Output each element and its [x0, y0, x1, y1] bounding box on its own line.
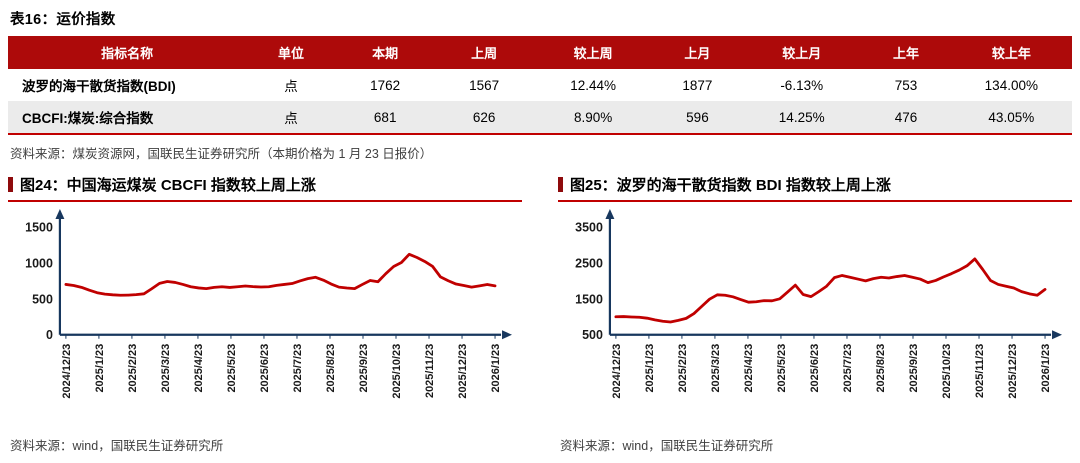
chart-title-row: 图24：中国海运煤炭 CBCFI 指数较上周上涨	[8, 174, 522, 202]
header-last-month: 上月	[652, 36, 743, 69]
table-source-note: 资料来源：煤炭资源网，国联民生证券研究所（本期价格为 1 月 23 日报价）	[10, 147, 433, 161]
bdi-line-chart: 500 1500 2500 3500 2024/12/23 2025/1/23 2025/2…	[575, 208, 1063, 399]
svg-text:1500: 1500	[575, 292, 603, 306]
svg-text:2025/2/23: 2025/2/23	[127, 344, 139, 393]
svg-text:2500: 2500	[575, 256, 603, 270]
svg-text:500: 500	[582, 328, 603, 342]
svg-text:2024/12/23: 2024/12/23	[61, 344, 73, 399]
svg-text:2025/4/23: 2025/4/23	[193, 344, 205, 393]
svg-text:2025/12/23: 2025/12/23	[1007, 344, 1019, 399]
svg-text:2025/6/23: 2025/6/23	[809, 344, 821, 393]
table-cell: 1877	[682, 77, 713, 93]
svg-text:2025/11/23: 2025/11/23	[424, 344, 436, 398]
table-cell: 12.44%	[570, 77, 617, 93]
header-last-week: 上周	[434, 36, 534, 69]
table-cell: -6.13%	[780, 77, 824, 93]
header-vs-last-week: 较上周	[533, 36, 653, 69]
freight-index-table: 指标名称 单位 本期 上周 较上周 上月 较上月 上年 较上年 波罗的海干散货指…	[8, 36, 1072, 135]
svg-text:2025/8/23: 2025/8/23	[325, 344, 337, 393]
svg-text:2025/11/23: 2025/11/23	[974, 344, 986, 398]
svg-text:2025/1/23: 2025/1/23	[644, 344, 656, 393]
svg-text:2026/1/23: 2026/1/23	[1040, 344, 1052, 393]
chart-source-bdi: 资料来源：wind，国联民生证券研究所	[560, 438, 774, 453]
svg-text:2025/2/23: 2025/2/23	[677, 344, 689, 393]
table-cell: 681	[373, 109, 397, 125]
title-accent-bar	[558, 177, 563, 192]
svg-text:2026/1/23: 2026/1/23	[490, 344, 502, 393]
table-cell: 476	[894, 109, 918, 125]
svg-text:2025/9/23: 2025/9/23	[908, 344, 920, 393]
table-title: 表16：运价指数	[10, 12, 116, 28]
header-unit: 单位	[246, 36, 336, 69]
svg-text:2025/3/23: 2025/3/23	[710, 344, 722, 393]
charts-row: 图24：中国海运煤炭 CBCFI 指数较上周上涨 0 500 1000 1500 202…	[8, 174, 1072, 454]
svg-text:2025/7/23: 2025/7/23	[292, 344, 304, 393]
svg-text:2025/3/23: 2025/3/23	[160, 344, 172, 393]
table-cell: 43.05%	[988, 109, 1035, 125]
chart-title-bdi: 图25：波罗的海干散货指数 BDI 指数较上周上涨	[570, 177, 891, 194]
table-cell: 14.25%	[778, 109, 825, 125]
header-vs-last-year: 较上年	[950, 36, 1072, 69]
table-cell: 波罗的海干散货指数(BDI)	[22, 79, 176, 94]
cbcfi-line-chart: 0 500 1000 1500 2024/12/23 2025/1/23 2025/2/23…	[25, 208, 513, 399]
svg-text:2025/5/23: 2025/5/23	[776, 344, 788, 393]
chart-source-cbcfi: 资料来源：wind，国联民生证券研究所	[10, 438, 224, 453]
title-accent-bar	[8, 177, 13, 192]
table-header-row: 指标名称 单位 本期 上周 较上周 上月 较上月 上年 较上年	[8, 36, 1072, 69]
svg-text:0: 0	[46, 328, 53, 342]
header-current: 本期	[335, 36, 435, 69]
header-last-year: 上年	[861, 36, 951, 69]
svg-text:2025/10/23: 2025/10/23	[391, 344, 403, 399]
table-row-cbcfi: CBCFI:煤炭:综合指数 点 681 626 8.90% 596 14.25%…	[8, 101, 1072, 134]
svg-text:2025/10/23: 2025/10/23	[941, 344, 953, 399]
svg-text:2025/4/23: 2025/4/23	[743, 344, 755, 393]
table-row-bdi: 波罗的海干散货指数(BDI) 点 1762 1567 12.44% 1877 -…	[8, 69, 1072, 101]
svg-text:2025/6/23: 2025/6/23	[259, 344, 271, 393]
chart-title-row: 图25：波罗的海干散货指数 BDI 指数较上周上涨	[558, 174, 1072, 202]
svg-text:3500: 3500	[575, 220, 603, 234]
svg-text:2025/9/23: 2025/9/23	[358, 344, 370, 393]
chart-section-bdi: 图25：波罗的海干散货指数 BDI 指数较上周上涨 500 1500 2500 350…	[558, 174, 1072, 454]
table-cell: 点	[284, 79, 298, 94]
svg-text:2025/8/23: 2025/8/23	[875, 344, 887, 393]
table-cell: CBCFI:煤炭:综合指数	[22, 111, 154, 126]
table-cell: 134.00%	[984, 77, 1038, 93]
svg-text:2025/7/23: 2025/7/23	[842, 344, 854, 393]
table-cell: 596	[686, 109, 709, 125]
chart-title-cbcfi: 图24：中国海运煤炭 CBCFI 指数较上周上涨	[20, 177, 316, 194]
svg-text:1500: 1500	[25, 220, 53, 234]
svg-text:2025/1/23: 2025/1/23	[94, 344, 106, 393]
table-cell: 626	[472, 109, 496, 125]
header-vs-last-month: 较上月	[742, 36, 862, 69]
header-indicator-name: 指标名称	[8, 36, 247, 69]
table-cell: 1567	[469, 77, 500, 93]
svg-text:2025/5/23: 2025/5/23	[226, 344, 238, 393]
chart-section-cbcfi: 图24：中国海运煤炭 CBCFI 指数较上周上涨 0 500 1000 1500 202…	[8, 174, 522, 454]
svg-text:2024/12/23: 2024/12/23	[611, 344, 623, 399]
svg-text:1000: 1000	[25, 256, 53, 270]
svg-text:500: 500	[32, 292, 53, 306]
table-cell: 753	[894, 77, 918, 93]
table-cell: 1762	[370, 77, 401, 93]
svg-text:2025/12/23: 2025/12/23	[457, 344, 469, 399]
table-cell: 8.90%	[574, 109, 613, 125]
table-cell: 点	[284, 111, 298, 126]
